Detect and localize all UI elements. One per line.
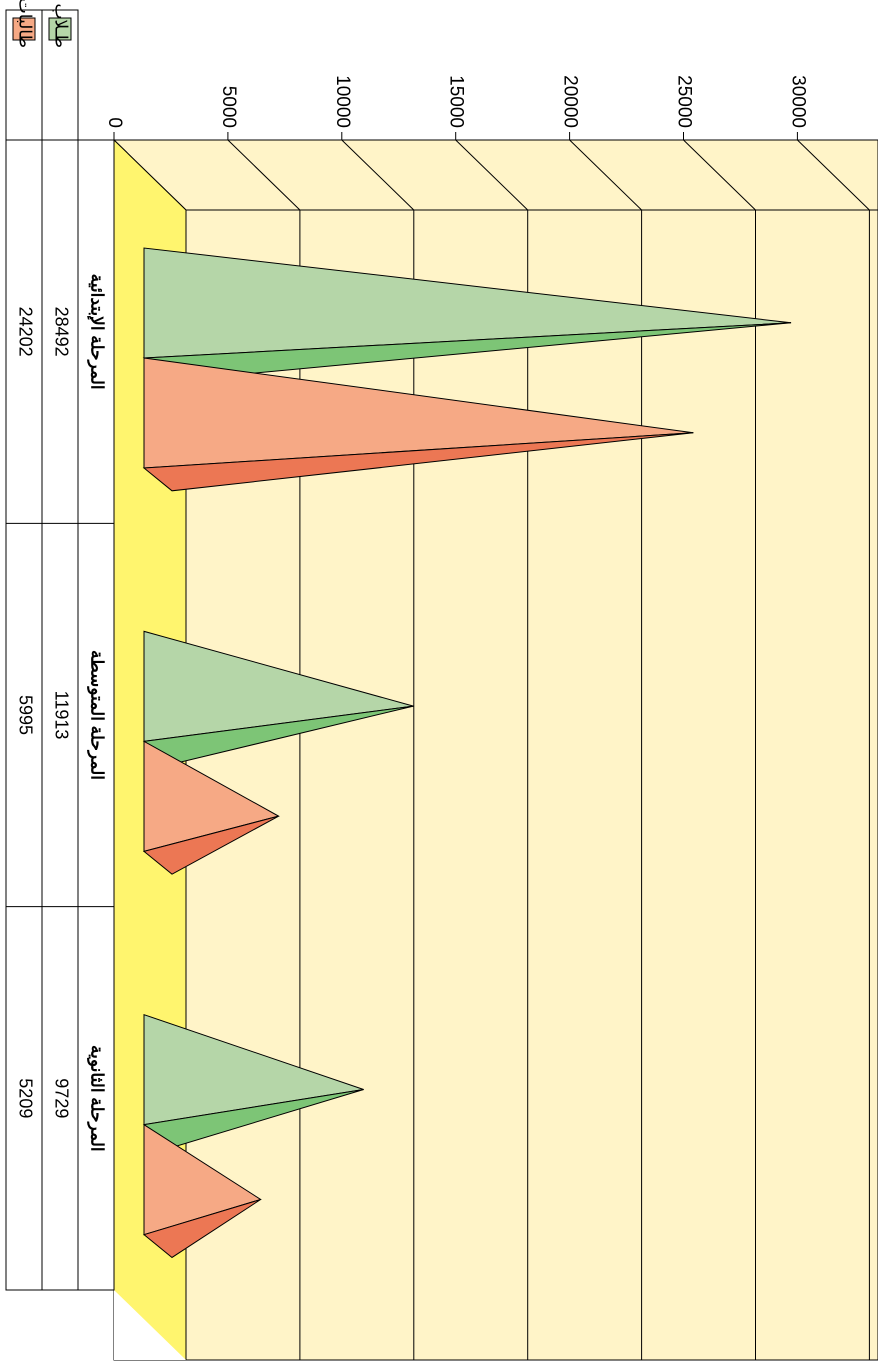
pyramid-face-dark [142,815,279,875]
value-axis: 0 5000 10000 15000 20000 25000 30000 [104,75,878,141]
gridline-side [341,139,415,211]
tick-label: 10000 [332,75,353,128]
tick-label: 30000 [787,75,808,128]
legend-swatch [48,17,72,41]
gridline-side [455,139,529,211]
gridline-side [227,139,301,211]
gridline-side [797,139,870,211]
category-label: المرحلة الثانوية [87,1045,107,1152]
data-label: 11913 [51,691,71,740]
gridline-side [569,139,642,211]
side-wall [112,139,878,211]
legend-label: طـلاب [52,3,71,48]
data-label: 24202 [15,307,35,357]
data-label: 9729 [51,1078,71,1118]
gridline-side [683,139,756,211]
legend-label: طالبات [16,0,35,48]
data-label: 5995 [15,695,35,735]
tick-label: 5000 [218,86,239,128]
data-table: المرحلة الإبتدائية 28492 24202 المرحلة المت… [5,0,115,1291]
tick-label: 15000 [446,75,467,128]
tick-label: 20000 [560,75,581,128]
category-label: المرحلة المتوسطة [87,650,107,780]
tick-label: 0 [104,117,125,128]
category-label: المرحلة الإبتدائية [87,274,107,390]
legend-swatch [12,17,36,41]
pyramid-marks [142,247,792,1259]
pyramid-face-dark [142,432,694,492]
data-label: 5209 [15,1078,35,1118]
pyramid-face-dark [142,1198,261,1259]
tick-label: 25000 [673,75,694,128]
data-label: 28492 [51,307,71,357]
